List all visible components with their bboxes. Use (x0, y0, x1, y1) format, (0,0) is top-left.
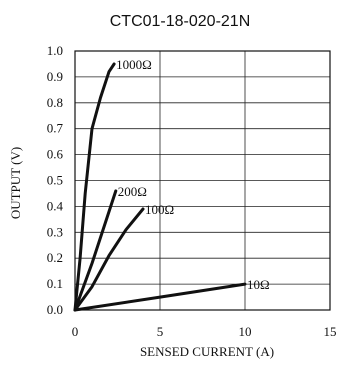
y-axis-label: OUTPUT (V) (8, 147, 23, 219)
y-tick-label: 0.1 (47, 276, 63, 291)
y-tick-label: 0.0 (47, 302, 63, 317)
y-tick-label: 0.7 (47, 121, 64, 136)
y-tick-label: 0.6 (47, 147, 64, 162)
y-tick-labels: 0.0 0.1 0.2 0.3 0.4 0.5 0.6 0.7 0.8 0.9 1.0 (47, 43, 64, 317)
x-tick-labels: 0 5 10 15 (72, 324, 337, 339)
x-tick-label: 10 (239, 324, 252, 339)
series-labels: 1000Ω 200Ω 100Ω 10Ω (116, 57, 270, 292)
grid (74, 50, 331, 311)
y-tick-label: 0.4 (47, 198, 64, 213)
y-tick-label: 0.2 (47, 250, 63, 265)
y-tick-label: 0.8 (47, 95, 63, 110)
series-line-3 (73, 282, 247, 312)
series-line-2 (73, 207, 145, 312)
y-tick-label: 0.9 (47, 69, 63, 84)
x-tick-label: 0 (72, 324, 79, 339)
x-axis-label: SENSED CURRENT (A) (140, 344, 274, 359)
series-label-0: 1000Ω (116, 57, 152, 72)
y-tick-label: 0.5 (47, 173, 63, 188)
y-tick-label: 1.0 (47, 43, 63, 58)
series-lines (73, 62, 247, 312)
series-line-0 (73, 62, 116, 312)
chart-title: CTC01-18-020-21N (110, 13, 251, 30)
y-tick-label: 0.3 (47, 224, 63, 239)
series-label-1: 200Ω (118, 184, 147, 199)
x-tick-label: 5 (157, 324, 164, 339)
series-label-2: 100Ω (145, 202, 174, 217)
x-tick-label: 15 (324, 324, 337, 339)
series-label-3: 10Ω (247, 277, 270, 292)
plot-frame (74, 50, 331, 311)
series-line-1 (73, 189, 118, 312)
